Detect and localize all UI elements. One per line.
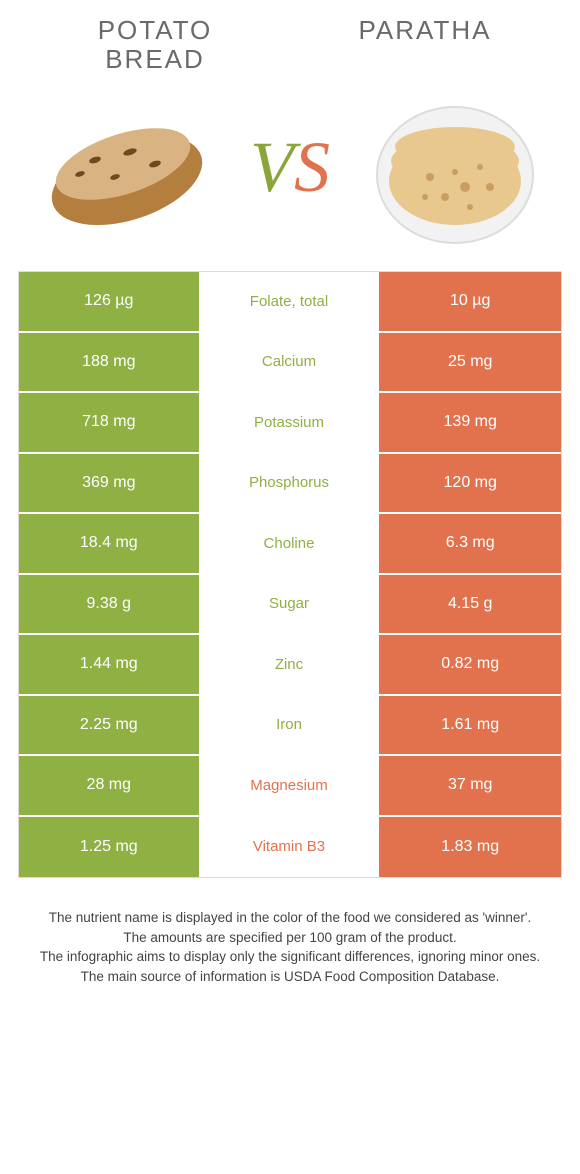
nutrient-label-cell: Iron xyxy=(201,696,380,755)
table-row: 1.44 mgZinc0.82 mg xyxy=(19,635,561,696)
nutrient-table: 126 µgFolate, total10 µg188 mgCalcium25 … xyxy=(18,271,562,878)
right-value-cell: 6.3 mg xyxy=(379,514,561,573)
vs-s: S xyxy=(294,126,330,209)
header: POTATO BREAD PARATHA xyxy=(0,0,580,81)
right-value-cell: 1.83 mg xyxy=(379,817,561,878)
left-value-cell: 188 mg xyxy=(19,333,201,392)
vs-label: VS xyxy=(250,126,330,209)
paratha-image xyxy=(360,87,550,247)
footer-line-4: The main source of information is USDA F… xyxy=(38,967,542,987)
left-value-cell: 126 µg xyxy=(19,272,201,331)
left-value-cell: 718 mg xyxy=(19,393,201,452)
table-row: 2.25 mgIron1.61 mg xyxy=(19,696,561,757)
images-row: VS xyxy=(0,81,580,271)
table-row: 126 µgFolate, total10 µg xyxy=(19,272,561,333)
left-title-line2: BREAD xyxy=(34,45,277,74)
right-food-title: PARATHA xyxy=(304,16,547,45)
footer-line-1: The nutrient name is displayed in the co… xyxy=(38,908,542,928)
right-value-cell: 4.15 g xyxy=(379,575,561,634)
nutrient-label-cell: Vitamin B3 xyxy=(201,817,380,878)
footer-line-3: The infographic aims to display only the… xyxy=(38,947,542,967)
right-value-cell: 139 mg xyxy=(379,393,561,452)
table-row: 718 mgPotassium139 mg xyxy=(19,393,561,454)
left-food-title: POTATO BREAD xyxy=(34,16,277,73)
left-title-line1: POTATO xyxy=(34,16,277,45)
right-value-cell: 37 mg xyxy=(379,756,561,815)
left-value-cell: 9.38 g xyxy=(19,575,201,634)
table-row: 28 mgMagnesium37 mg xyxy=(19,756,561,817)
nutrient-label-cell: Zinc xyxy=(201,635,380,694)
footer-notes: The nutrient name is displayed in the co… xyxy=(0,878,580,986)
left-value-cell: 28 mg xyxy=(19,756,201,815)
right-value-cell: 1.61 mg xyxy=(379,696,561,755)
nutrient-label-cell: Magnesium xyxy=(201,756,380,815)
nutrient-label-cell: Calcium xyxy=(201,333,380,392)
right-value-cell: 25 mg xyxy=(379,333,561,392)
table-row: 9.38 gSugar4.15 g xyxy=(19,575,561,636)
right-value-cell: 0.82 mg xyxy=(379,635,561,694)
left-value-cell: 2.25 mg xyxy=(19,696,201,755)
table-row: 1.25 mgVitamin B31.83 mg xyxy=(19,817,561,878)
left-value-cell: 1.25 mg xyxy=(19,817,201,878)
vs-v: V xyxy=(250,126,294,209)
nutrient-label-cell: Choline xyxy=(201,514,380,573)
left-value-cell: 369 mg xyxy=(19,454,201,513)
table-row: 188 mgCalcium25 mg xyxy=(19,333,561,394)
table-row: 369 mgPhosphorus120 mg xyxy=(19,454,561,515)
nutrient-label-cell: Sugar xyxy=(201,575,380,634)
nutrient-label-cell: Potassium xyxy=(201,393,380,452)
left-value-cell: 18.4 mg xyxy=(19,514,201,573)
nutrient-label-cell: Phosphorus xyxy=(201,454,380,513)
left-value-cell: 1.44 mg xyxy=(19,635,201,694)
table-row: 18.4 mgCholine6.3 mg xyxy=(19,514,561,575)
right-value-cell: 120 mg xyxy=(379,454,561,513)
right-value-cell: 10 µg xyxy=(379,272,561,331)
potato-bread-image xyxy=(30,87,220,247)
nutrient-label-cell: Folate, total xyxy=(201,272,380,331)
footer-line-2: The amounts are specified per 100 gram o… xyxy=(38,928,542,948)
right-title-line1: PARATHA xyxy=(304,16,547,45)
